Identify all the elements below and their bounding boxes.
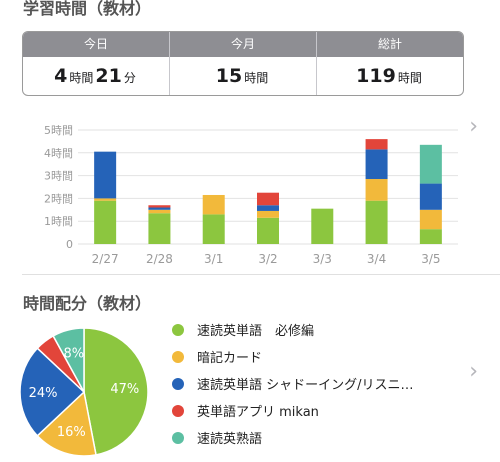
legend-label: 速読英単語 シャドーイング/リスニ… (197, 378, 414, 393)
legend-item: 速読英単語 シャドーイング/リスニ… (172, 370, 414, 397)
pie-slice-label: 16% (57, 425, 86, 440)
bar-segment[interactable] (419, 183, 442, 210)
bar-segment[interactable] (148, 213, 171, 244)
x-tick-label: 3/2 (258, 252, 277, 266)
bar-segment[interactable] (94, 200, 117, 244)
bar-segment[interactable] (365, 179, 388, 201)
section-divider (22, 274, 500, 275)
today-minutes-unit: 分 (123, 71, 136, 85)
bar-segment[interactable] (148, 209, 171, 214)
legend-label: 暗記カード (197, 351, 263, 366)
bar-segment[interactable] (257, 192, 279, 206)
y-tick-label: 5時間 (44, 124, 73, 137)
total-hours: 119 (356, 65, 396, 87)
x-tick-label: 2/28 (146, 252, 173, 266)
pie-slice-label: 47% (110, 382, 139, 397)
legend-item: 英単語アプリ mikan (172, 397, 414, 424)
x-tick-label: 3/3 (313, 252, 332, 266)
bar-segment[interactable] (419, 144, 442, 184)
bar-segment[interactable] (419, 209, 442, 230)
bar-segment[interactable] (202, 194, 225, 215)
pie-slice-label: 24% (29, 386, 58, 401)
y-tick-label: 4時間 (44, 147, 73, 160)
legend-item: 暗記カード (172, 343, 414, 370)
bar-segment[interactable] (365, 149, 388, 180)
legend-item: 速読英単語 必修編 (172, 316, 414, 343)
legend-label: 英単語アプリ mikan (197, 405, 319, 420)
total-value: 119 時間 (317, 57, 463, 95)
study-time-summary: 今日 今月 総計 4 時間 21 分 15 時間 119 時間 (22, 31, 464, 96)
today-minutes: 21 (95, 65, 122, 87)
bar-segment[interactable] (257, 217, 279, 244)
total-header: 総計 (377, 37, 402, 51)
study-time-title: 学習時間（教材） (23, 0, 152, 18)
bar-segment[interactable] (202, 214, 225, 244)
bar-segment[interactable] (311, 208, 334, 244)
bar-segment[interactable] (94, 151, 117, 199)
total-hours-unit: 時間 (397, 71, 422, 85)
legend-dot-icon (172, 377, 184, 390)
distribution-chevron-right-icon[interactable]: › (469, 359, 478, 384)
legend-dot-icon (172, 404, 184, 417)
month-value: 15 時間 (170, 57, 317, 95)
x-tick-label: 2/27 (92, 252, 119, 266)
y-tick-label: 0 (66, 238, 73, 251)
x-tick-label: 3/1 (204, 252, 223, 266)
time-distribution-title: 時間配分（教材） (23, 294, 152, 313)
bar-segment[interactable] (148, 205, 171, 208)
pie-slice-label: 8% (64, 346, 85, 361)
legend-dot-icon (172, 323, 184, 336)
daily-study-time-chart[interactable]: 0 1時間 2時間 3時間 4時間 5時間 2/27 2/28 3/1 3/2 3/3 3/4 3/5 (0, 110, 470, 270)
month-hours: 15 (215, 65, 243, 87)
month-hours-unit: 時間 (244, 71, 269, 85)
today-value: 4 時間 21 分 (23, 57, 170, 95)
legend-label: 速読英単語 必修編 (197, 324, 315, 339)
bar-segment[interactable] (94, 198, 117, 201)
pie-legend: 速読英単語 必修編 暗記カード 速読英単語 シャドーイング/リスニ… 英単語アプ… (172, 316, 414, 451)
pie-slice[interactable] (20, 347, 86, 437)
time-distribution-pie[interactable]: 47% 16% 24% 8% (20, 322, 160, 462)
chart-chevron-right-icon[interactable]: › (469, 114, 478, 139)
bar-segment[interactable] (365, 139, 388, 150)
x-tick-label: 3/4 (367, 252, 386, 266)
y-tick-label: 3時間 (44, 170, 73, 183)
y-tick-label: 1時間 (44, 215, 73, 228)
pie-slice[interactable] (52, 327, 85, 393)
today-hours: 4 (54, 65, 68, 87)
x-tick-label: 3/5 (421, 252, 440, 266)
bar-segment[interactable] (257, 205, 279, 211)
today-header: 今日 (23, 32, 170, 57)
bar-segment[interactable] (365, 200, 388, 244)
bar-segment[interactable] (419, 229, 442, 244)
month-header: 今月 (170, 32, 317, 57)
bar-segment[interactable] (257, 210, 279, 218)
today-hours-unit: 時間 (69, 71, 94, 85)
legend-dot-icon (172, 350, 184, 363)
bar-segment[interactable] (148, 207, 171, 210)
y-tick-label: 2時間 (44, 192, 73, 205)
